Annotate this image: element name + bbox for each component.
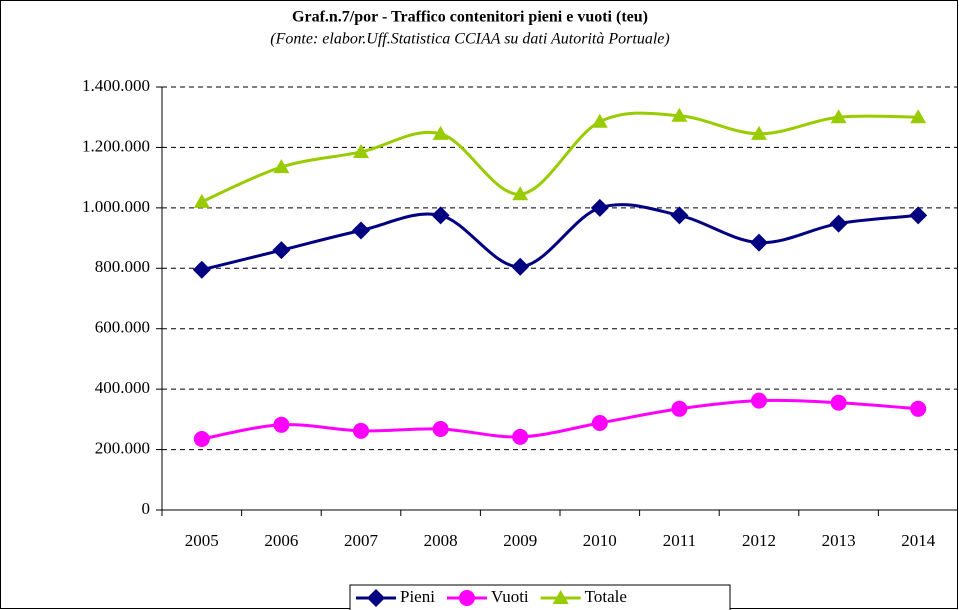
x-tick-label: 2012	[742, 531, 776, 550]
chart-title: Graf.n.7/por - Traffico contenitori pien…	[292, 9, 648, 26]
data-point	[512, 428, 529, 445]
y-tick-label: 1.200.000	[82, 136, 150, 155]
data-point	[671, 400, 688, 417]
x-tick-label: 2006	[264, 531, 298, 550]
data-point	[192, 260, 211, 279]
legend-label: Pieni	[400, 587, 435, 606]
data-point	[910, 109, 927, 124]
data-point	[591, 414, 608, 431]
data-point	[751, 392, 767, 409]
data-point	[830, 394, 847, 411]
data-point	[193, 193, 210, 208]
x-tick-label: 2013	[822, 531, 856, 550]
legend-marker	[552, 590, 569, 604]
x-tick-label: 2014	[901, 531, 936, 550]
legend-marker	[367, 589, 385, 607]
y-tick-label: 800.000	[95, 257, 150, 276]
legend-label: Totale	[585, 587, 627, 606]
data-point	[591, 113, 608, 128]
data-point	[751, 125, 767, 140]
x-tick-label: 2008	[424, 531, 458, 550]
y-tick-label: 200.000	[95, 438, 150, 457]
data-point	[432, 125, 449, 140]
data-point	[670, 206, 689, 225]
data-point	[273, 416, 290, 433]
data-point	[432, 421, 449, 438]
data-point	[829, 214, 848, 233]
data-point	[671, 107, 688, 122]
y-tick-label: 600.000	[95, 318, 150, 337]
x-tick-label: 2009	[503, 531, 537, 550]
x-tick-label: 2005	[185, 531, 219, 550]
data-point	[353, 143, 369, 158]
data-point	[431, 206, 450, 225]
series-line	[201, 203, 919, 272]
data-point	[352, 221, 370, 240]
data-point	[273, 159, 290, 174]
y-tick-label: 1.400.000	[82, 76, 150, 95]
data-point	[910, 400, 927, 417]
series-line	[201, 398, 919, 441]
y-tick-label: 400.000	[95, 378, 150, 397]
chart-subtitle: (Fonte: elabor.Uff.Statistica CCIAA su d…	[270, 31, 669, 48]
data-point	[511, 257, 530, 276]
data-point	[512, 186, 529, 201]
x-tick-label: 2011	[663, 531, 696, 550]
data-point	[193, 430, 210, 447]
data-point	[272, 241, 291, 260]
data-point	[353, 422, 369, 439]
series-line	[201, 111, 919, 204]
data-point	[750, 233, 768, 252]
data-point	[590, 198, 609, 217]
data-point	[830, 109, 847, 124]
data-point	[909, 206, 928, 225]
legend-box	[349, 584, 731, 610]
x-tick-label: 2007	[344, 531, 379, 550]
x-tick-label: 2010	[583, 531, 617, 550]
y-tick-label: 0	[142, 499, 151, 518]
legend-label: Vuoti	[491, 587, 529, 606]
y-tick-label: 1.000.000	[82, 197, 150, 216]
legend-marker	[458, 590, 475, 606]
